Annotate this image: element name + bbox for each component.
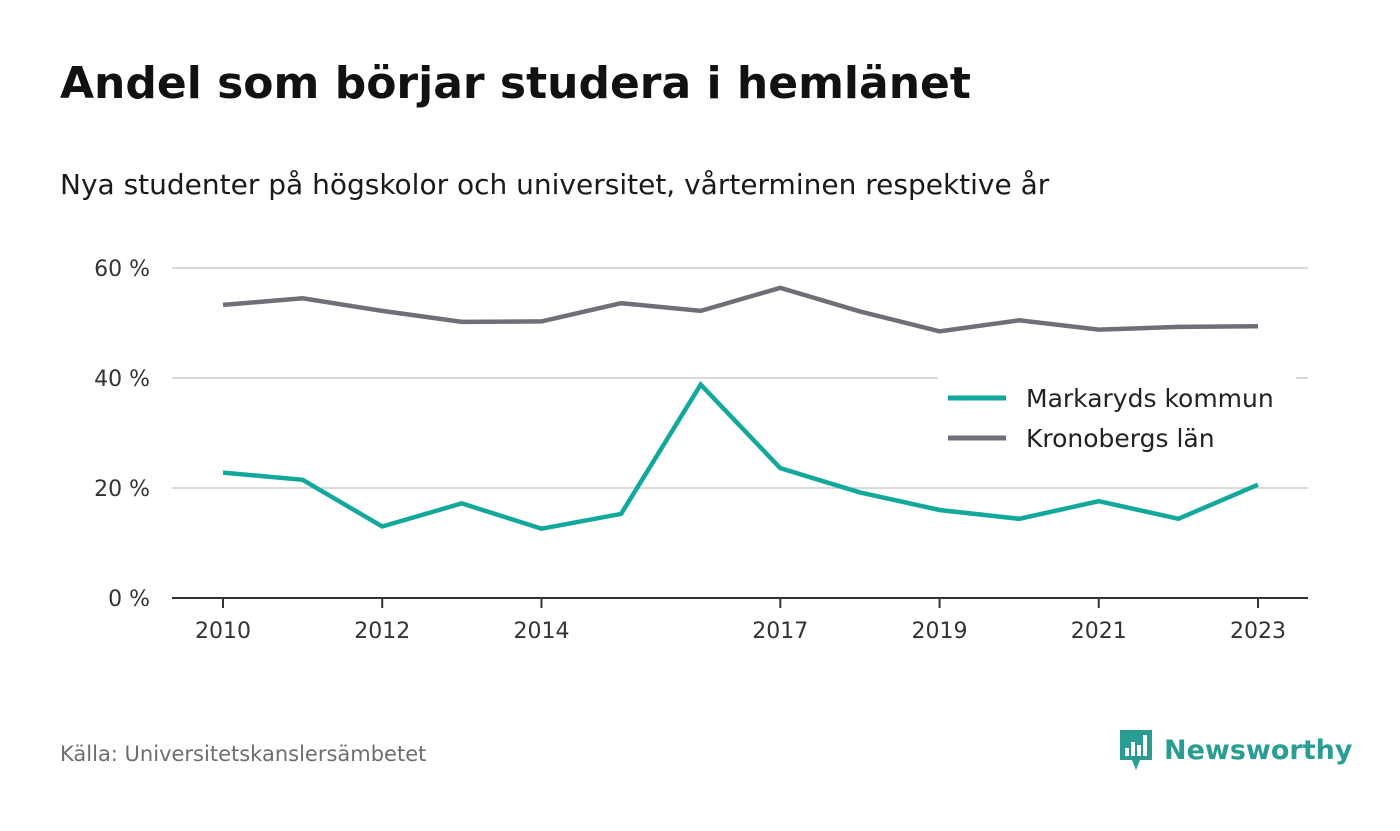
axes: 0 % 20 % 40 % 60 % 2010 2012 2014 2017 2019 2021 2… (94, 257, 1308, 644)
line-chart: 0 % 20 % 40 % 60 % 2010 2012 2014 2017 2019 2021 2… (94, 257, 1308, 644)
brand-name: Newsworthy (1164, 734, 1353, 766)
series-line-2 (222, 285, 1259, 334)
x-tick-label: 2019 (912, 619, 968, 644)
legend-label: Markaryds kommun (1026, 384, 1274, 413)
x-tick-label: 2023 (1230, 619, 1286, 644)
newsworthy-logo-icon (1120, 730, 1152, 770)
chart-title: Andel som börjar studera i hemlänet (60, 58, 971, 109)
y-tick-label: 0 % (108, 587, 150, 612)
legend-background (938, 372, 1296, 468)
series-lines (222, 285, 1259, 532)
source-note: Källa: Universitetskanslersämbetet (60, 742, 427, 766)
y-tick-label: 20 % (94, 477, 150, 502)
brand-logo: Newsworthy (1118, 728, 1352, 772)
chart-subtitle: Nya studenter på högskolor och universit… (60, 168, 1050, 201)
y-tick-label: 60 % (94, 257, 150, 282)
x-tick-label: 2014 (513, 619, 569, 644)
y-tick-label: 40 % (94, 367, 150, 392)
series-line-1 (222, 380, 1259, 532)
x-tick-label: 2012 (354, 619, 410, 644)
legend: Markaryds kommun Kronobergs län (938, 372, 1296, 468)
x-tick-label: 2010 (195, 619, 251, 644)
x-tick-label: 2017 (752, 619, 808, 644)
x-tick-label: 2021 (1071, 619, 1127, 644)
legend-label: Kronobergs län (1026, 424, 1215, 453)
